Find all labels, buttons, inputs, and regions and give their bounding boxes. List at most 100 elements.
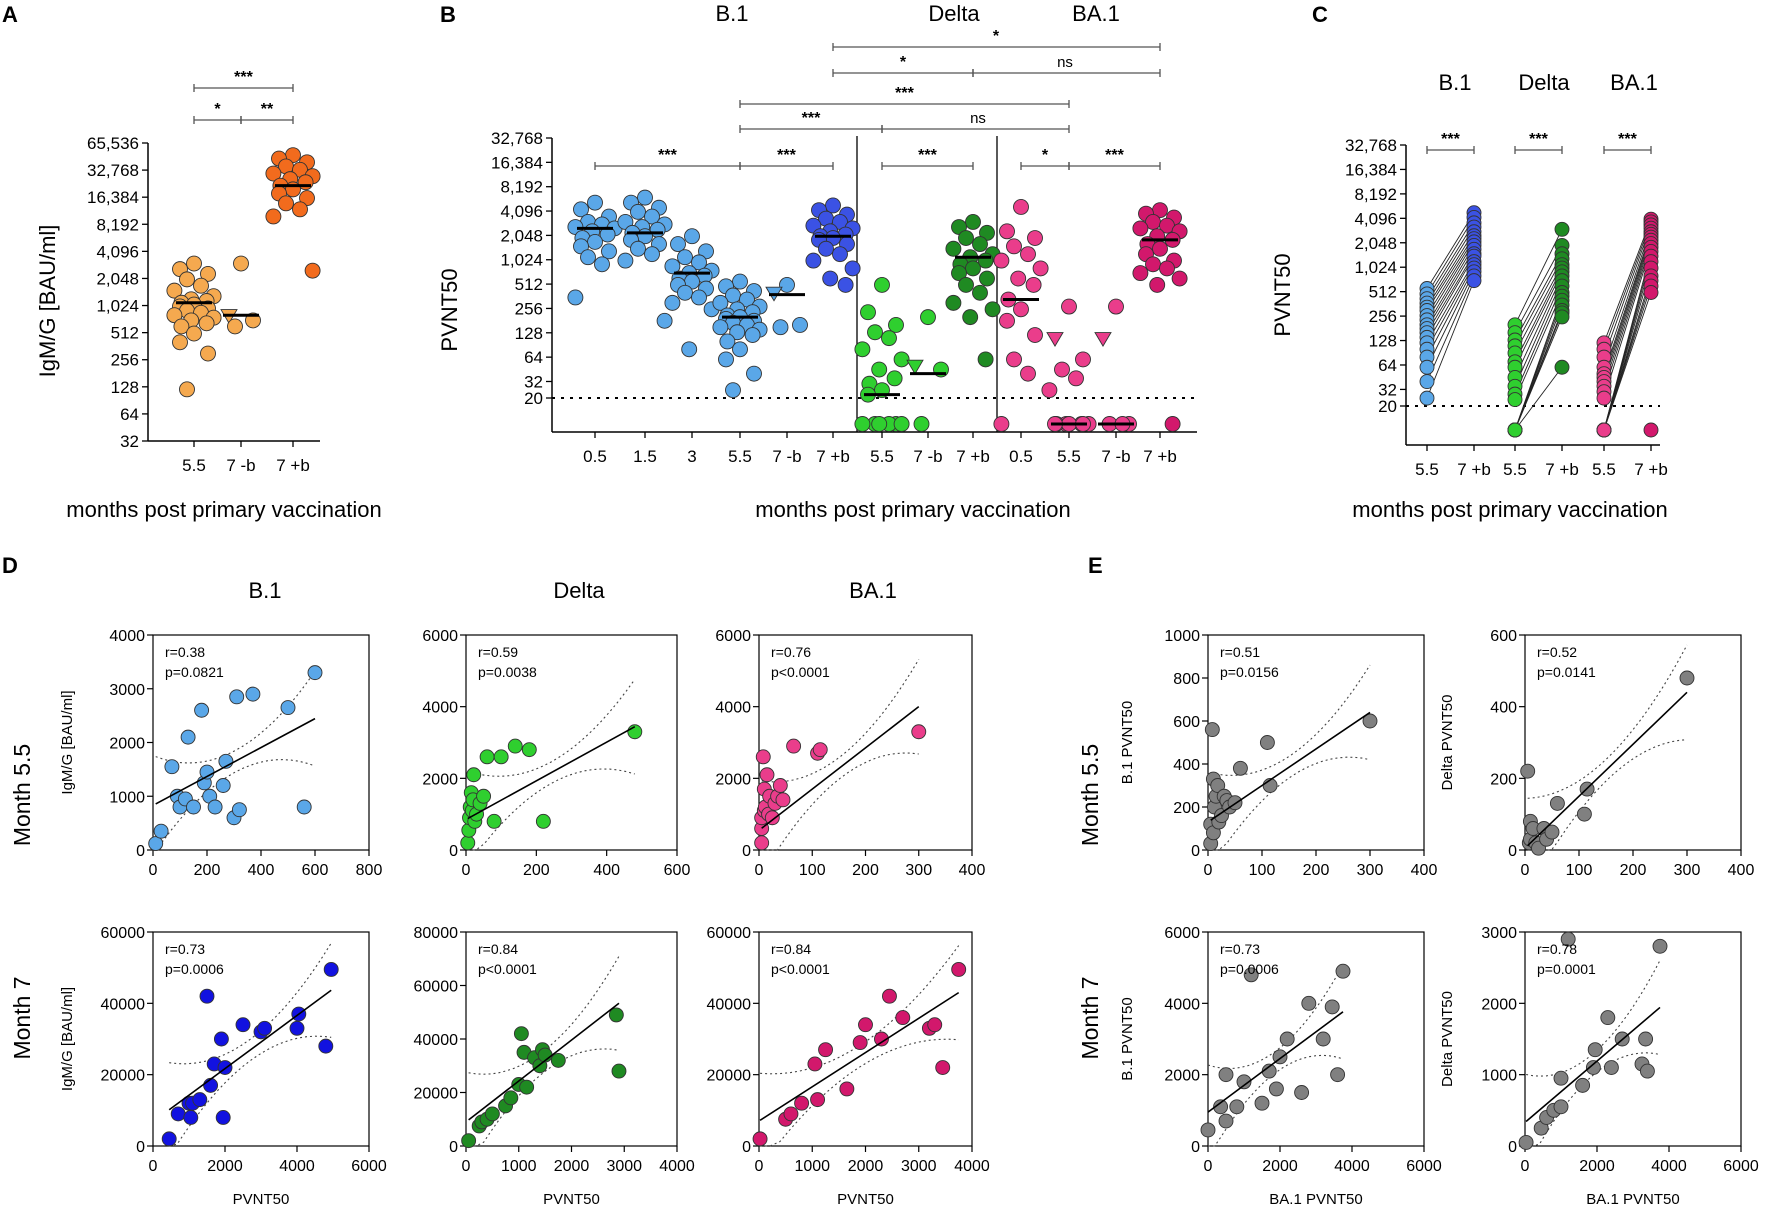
panel-c-point-after [1554,359,1570,375]
chart-d-delta-7-x-title: PVNT50 [543,1191,600,1208]
panel-d-title-delta: Delta [553,578,605,603]
chart-d-b1-7-y-tick-label: 0 [136,1139,145,1156]
panel-b-y-tick-label: 2,048 [500,226,543,245]
chart-d-b1-7-frame [152,931,370,1147]
panel-b-point-triangle [1094,332,1112,348]
chart-d-b1-55-point [194,702,210,718]
panel-c-point-before [1419,390,1435,406]
panel-b-point [871,361,888,378]
panel-c-title-delta: Delta [1518,70,1570,95]
chart-d-b1-55-point [245,686,261,702]
panel-b-point [712,319,729,336]
chart-d-ba1-7-r-value: r=0.84 [771,941,811,957]
chart-d-b1-55-point [296,799,312,815]
chart-d-b1-55-point [231,802,247,818]
chart-d-b1-7-x-tick-label: 2000 [207,1158,243,1175]
chart-d-ba1-7-ci-lower [760,1038,959,1147]
chart-e-b1-7-x-tick-label: 4000 [1334,1158,1370,1175]
panel-a-y-title: IgM/G [BAU/ml] [35,225,60,378]
panel-c-pair-line [1426,212,1475,289]
panel-b-point [1171,270,1188,287]
chart-e-b1-7-point [1254,1095,1270,1111]
chart-d-ba1-55-point [754,835,770,851]
panel-c-pair-line [1603,231,1652,374]
panel-b-point [644,208,660,225]
chart-d-ba1-7-y-tick-label: 40000 [707,996,752,1013]
chart-e-delta-55-point [1576,806,1592,822]
panel-b-x-tick-label: 1.5 [633,447,657,466]
chart-d-b1-7-p-value: p=0.0006 [165,961,224,977]
chart-e-delta-55-x-tick-label: 0 [1521,862,1530,879]
chart-d-ba1-7-point [752,1131,768,1147]
panel-a-point [179,271,195,288]
chart-e-delta-55-fit-line [1527,691,1688,847]
panel-c-pair-line [1514,271,1563,368]
chart-d-ba1-7-point [783,1106,799,1122]
panel-c-pair-line [1426,238,1475,316]
chart-d-delta-7-y-tick-label: 0 [449,1139,458,1156]
panel-b-point [837,276,854,293]
panel-b-point [984,301,1001,318]
panel-b-point [1013,301,1029,318]
chart-d-delta-7-y-tick-label: 40000 [414,1032,459,1049]
panel-b-sig-7-label: ns [970,110,986,127]
chart-d-ba1-7-point [810,1092,826,1108]
panel-a-point [166,282,183,299]
chart-e-b1-7-frame [1207,931,1425,1147]
panel-c-point-after [1554,221,1570,237]
panel-b-point [1010,270,1027,287]
chart-e-delta-7-x-tick-label: 6000 [1723,1158,1759,1175]
chart-e-delta-7-point [1560,931,1576,947]
chart-d-b1-7-point [213,1031,229,1047]
chart-d-delta-7-point [503,1090,519,1106]
chart-e-b1-55-r-value: r=0.51 [1220,644,1260,660]
chart-e-delta-7-point [1585,1060,1601,1075]
chart-d-delta-55-r-value: r=0.59 [478,644,518,660]
chart-d-ba1-55-x-tick-label: 200 [852,862,879,879]
chart-d-b1-55-x-tick-label: 800 [356,862,383,879]
panel-b-point [822,270,839,287]
panel-b-point [1020,246,1036,263]
chart-e-delta-7-x-tick-label: 2000 [1579,1158,1615,1175]
chart-e-b1-7-point [1236,1074,1252,1090]
panel-b-sig-10-label: ns [1057,54,1073,71]
chart-d-ba1-7-fit-line [759,991,960,1122]
panel-c-pair-line [1603,247,1652,399]
panel-c-point-after [1554,309,1570,325]
chart-d-b1-7-fit-line [168,989,332,1111]
chart-d-delta-7-x-tick-label: 1000 [501,1158,537,1175]
chart-e-delta-7-point [1587,1042,1603,1058]
panel-b-point [1164,416,1181,432]
panel-b-point [1149,276,1166,293]
chart-e-b1-7-point [1330,1067,1346,1083]
chart-e-delta-7-point [1639,1063,1655,1079]
chart-e-b1-7-r-value: r=0.73 [1220,941,1260,957]
chart-d-b1-55-point [207,799,223,815]
chart-d-delta-55-point [535,813,551,829]
chart-d-delta-55-point [493,749,509,765]
chart-d-ba1-7-point [794,1095,810,1111]
panel-b-point [580,249,596,266]
panel-c-point-before [1419,374,1435,390]
chart-d-delta-55-ci-lower [467,768,635,851]
chart-e-delta-55-y-tick-label: 0 [1508,843,1517,860]
chart-e-delta-55-x-tick-label: 400 [1728,862,1755,879]
chart-e-delta-7-y-tick-label: 2000 [1481,996,1517,1013]
panel-c-y-tick-label: 1,024 [1354,258,1397,277]
panel-b-y-tick-label: 4,096 [500,202,543,221]
panel-b-point [1145,256,1161,273]
chart-d-delta-7-fit-line [468,1002,620,1121]
panel-c-pair-line [1426,249,1475,329]
chart-e-delta-7-point [1553,1099,1569,1115]
panel-c-pair-line [1514,292,1563,400]
panel-b-title-delta: Delta [928,1,980,26]
chart-d-delta-55-point [507,738,523,754]
panel-b-point [712,294,729,311]
panel-c-x-tick-label: 7 +b [1545,460,1579,479]
panel-c-y-tick-label: 4,096 [1354,209,1397,228]
panel-c-pair-line [1426,226,1475,304]
panel-b-point [854,416,871,432]
chart-d-ba1-7-y-tick-label: 60000 [707,925,752,942]
chart-d-ba1-55-point [786,738,802,754]
chart-d-delta-7-x-tick-label: 0 [462,1158,471,1175]
